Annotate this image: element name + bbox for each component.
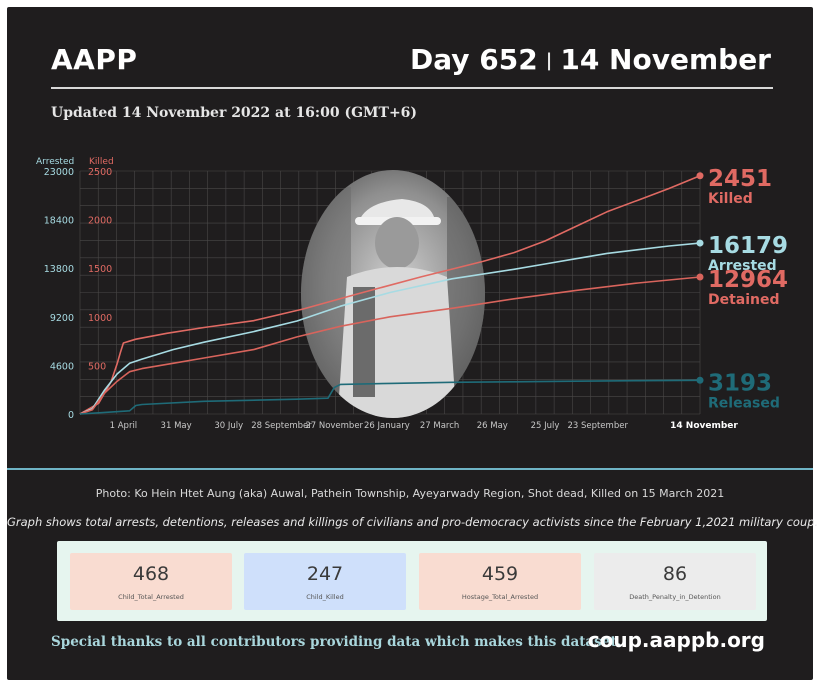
series-line-killed: [79, 175, 701, 415]
stat-card-child-arrested: 468 Child_Total_Arrested: [70, 553, 232, 610]
series-endpoint-released: [696, 376, 704, 384]
brand-title: AAPP: [51, 43, 138, 76]
stat-label: Child_Total_Arrested: [118, 593, 184, 601]
end-value-killed: 2451: [708, 166, 772, 192]
end-value-arrested: 16179: [708, 233, 788, 259]
left-axis-tick: 0: [68, 410, 74, 421]
left-axis-title: Arrested: [36, 157, 74, 167]
dark-panel: AAPP Day 652 | 14 November Updated 14 Nove…: [7, 7, 819, 680]
stat-value: 247: [306, 563, 344, 585]
day-heading: Day 652 | 14 November: [410, 43, 771, 76]
x-axis-tick: 23 September: [567, 421, 628, 431]
stat-value: 86: [662, 563, 688, 585]
series-endpoint-arrested: [696, 239, 704, 247]
end-label-killed: Killed: [708, 191, 753, 207]
end-label-detained: Detained: [708, 292, 780, 308]
stats-panel: 468 Child_Total_Arrested 247 Child_Kille…: [57, 541, 767, 621]
x-axis-tick: 26 January: [364, 421, 410, 431]
updated-timestamp: Updated 14 November 2022 at 16:00 (GMT+6…: [51, 105, 418, 121]
killed-axis-tick: 2000: [88, 216, 112, 227]
section-divider: [7, 468, 813, 470]
end-value-released: 3193: [708, 370, 772, 396]
series-line-released: [79, 379, 701, 415]
left-axis-tick: 18400: [44, 216, 74, 227]
killed-axis-tick: 1000: [88, 313, 112, 324]
stat-card-hostage-arrested: 459 Hostage_Total_Arrested: [419, 553, 581, 610]
series-endpoint-killed: [696, 172, 704, 180]
stat-label: Hostage_Total_Arrested: [461, 593, 539, 601]
left-axis-tick: 23000: [44, 167, 74, 178]
x-axis-tick: 1 April: [110, 421, 138, 431]
x-axis-tick: 25 July: [531, 421, 560, 431]
x-axis-tick: 30 July: [214, 421, 243, 431]
series-endpoint-detained: [696, 273, 704, 281]
x-axis-tick: 31 May: [161, 421, 192, 431]
heading-separator: |: [545, 50, 553, 71]
x-axis-tick: 27 March: [420, 421, 459, 431]
left-axis-tick: 13800: [44, 264, 74, 275]
right-axis-title: Killed: [89, 157, 114, 167]
killed-axis-tick: 2500: [88, 167, 112, 178]
photo-hat: [359, 199, 435, 221]
line-chart: Arrested Killed 0 4600 9200 13800 18400 23000 50…: [36, 157, 788, 431]
photo-right-figure: [447, 197, 485, 418]
photo-arm: [353, 287, 375, 397]
stat-value: 459: [481, 563, 519, 585]
series-lines: [79, 172, 704, 415]
killed-axis-tick: 500: [88, 361, 106, 372]
header-divider: [51, 87, 773, 89]
website-link[interactable]: coup.aappb.org: [587, 628, 765, 652]
stat-label: Child_Killed: [306, 593, 344, 601]
series-line-detained: [79, 276, 701, 415]
photo-caption: Photo: Ko Hein Htet Aung (aka) Auwal, Pa…: [95, 487, 725, 500]
date-label: 14 November: [560, 43, 771, 76]
stat-card-child-killed: 247 Child_Killed: [244, 553, 406, 610]
photo-face: [375, 217, 419, 269]
thanks-note: Special thanks to all contributors provi…: [51, 634, 622, 650]
x-axis-tick: 27 November: [305, 421, 363, 431]
series-line-arrested: [79, 242, 701, 415]
left-axis-tick: 4600: [50, 361, 74, 372]
end-label-released: Released: [708, 395, 780, 411]
left-axis-tick: 9200: [50, 313, 74, 324]
stat-label: Death_Penalty_in_Detention: [629, 593, 721, 601]
stat-card-death-penalty: 86 Death_Penalty_in_Detention: [594, 553, 756, 610]
x-axis-tick: 28 September: [251, 421, 312, 431]
day-label: Day 652: [410, 43, 538, 76]
graph-description: Graph shows total arrests, detentions, r…: [7, 515, 819, 529]
axis-labels: Arrested Killed 0 4600 9200 13800 18400 23000 50…: [36, 157, 738, 431]
end-label-arrested: Arrested: [708, 258, 777, 274]
end-value-detained: 12964: [708, 267, 788, 293]
x-axis-tick: 14 November: [670, 421, 738, 431]
x-axis-tick: 26 May: [477, 421, 508, 431]
stat-value: 468: [132, 563, 170, 585]
killed-axis-tick: 1500: [88, 264, 112, 275]
